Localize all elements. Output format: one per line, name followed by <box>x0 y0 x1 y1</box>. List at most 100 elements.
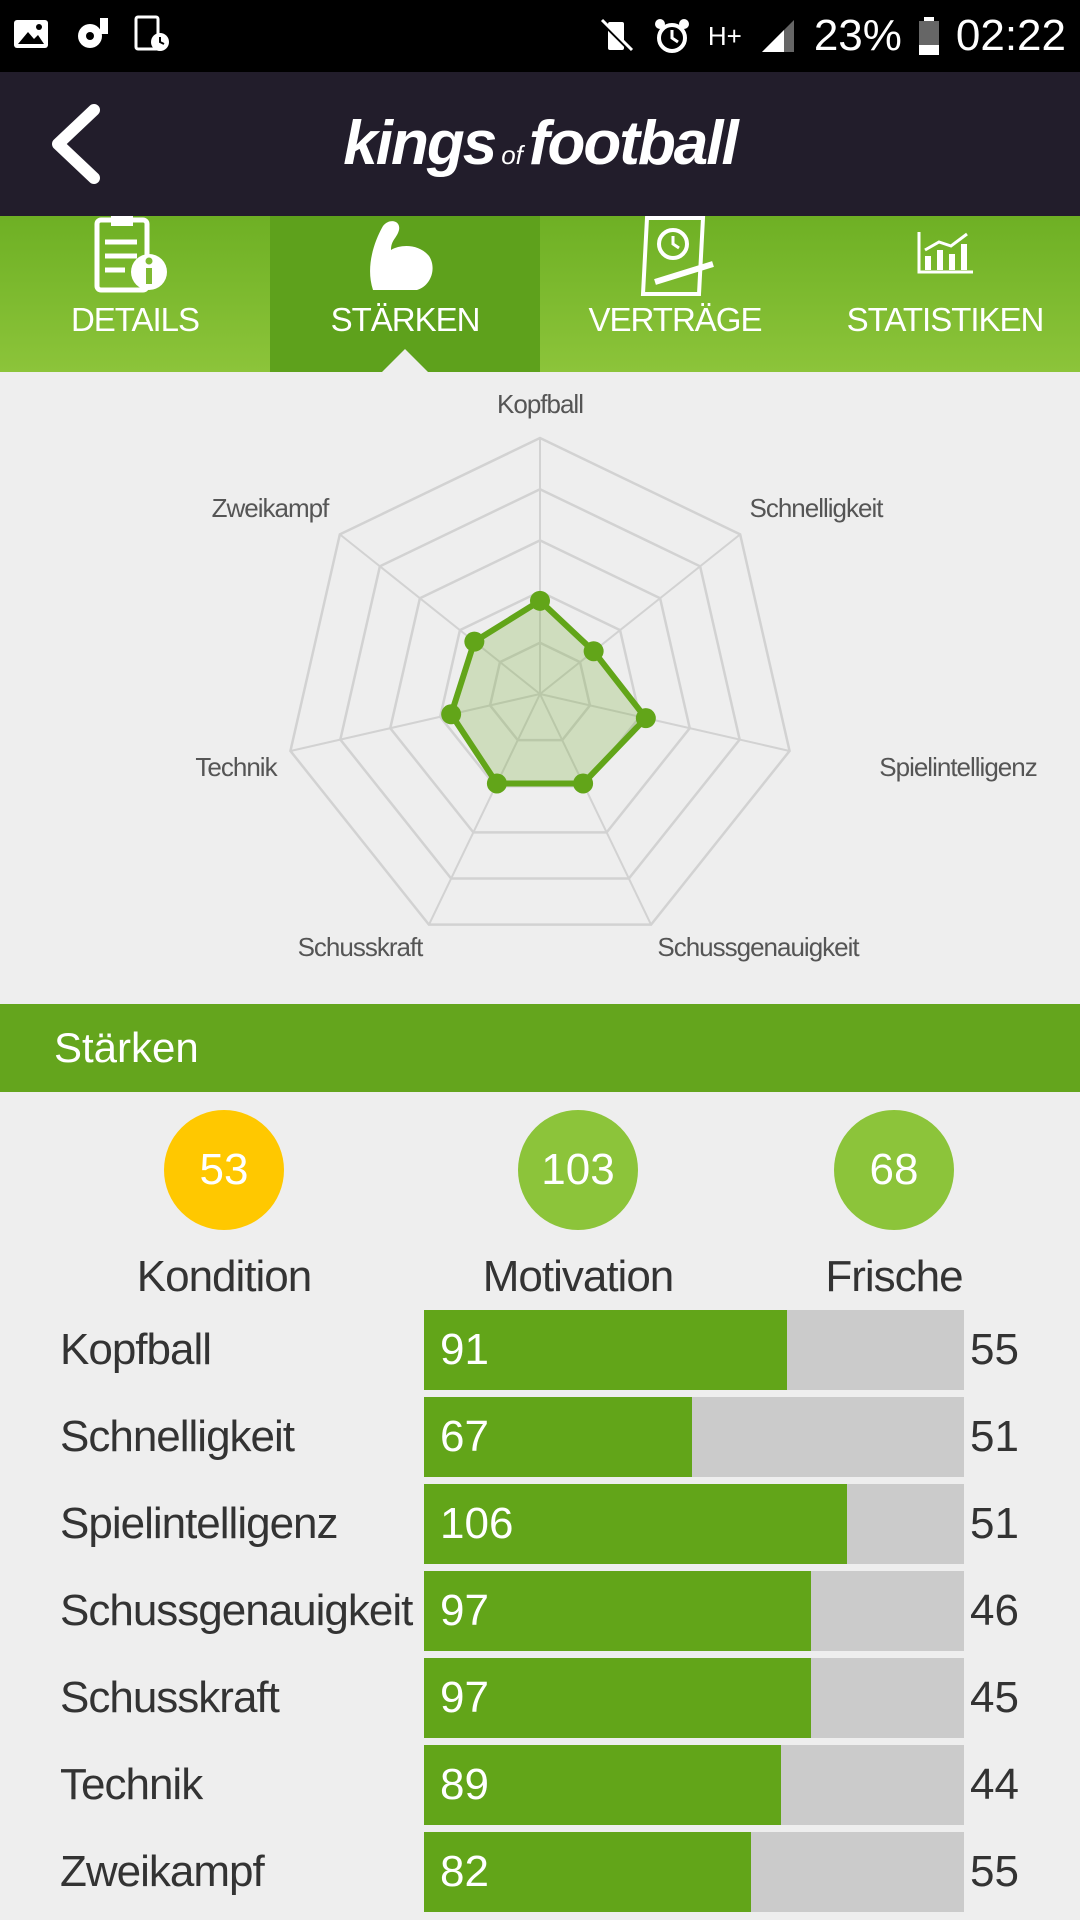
frische-label: Frische <box>825 1252 963 1301</box>
attribute-compare-value: 51 <box>970 1499 1019 1548</box>
logo-football: football <box>528 109 739 178</box>
tab-vertraege[interactable]: VERTRÄGE <box>540 216 810 372</box>
radar-point <box>441 704 462 725</box>
attribute-row: Schussgenauigkeit 97 46 <box>0 1571 1080 1651</box>
radar-label: Schussgenauigkeit <box>657 932 860 962</box>
attribute-name: Schnelligkeit <box>60 1412 295 1461</box>
frische-badge: 68 <box>834 1110 954 1230</box>
radar-grid-ring <box>488 641 592 742</box>
radar-axis <box>428 693 541 926</box>
radar-grid <box>289 436 791 926</box>
attribute-compare-value: 46 <box>970 1586 1019 1635</box>
attribute-value: 82 <box>440 1847 489 1896</box>
attribute-row: Schnelligkeit 67 51 <box>0 1397 1080 1477</box>
section-header-staerken: Stärken <box>0 1004 1080 1092</box>
tab-statistiken[interactable]: STATISTIKEN <box>810 216 1080 372</box>
radar-label: Spielintelligenz <box>879 752 1036 782</box>
radar-point <box>486 773 507 794</box>
attribute-bar-fill <box>424 1397 692 1477</box>
attribute-bar-fill <box>424 1745 781 1825</box>
metric-kondition: 53 Kondition <box>74 1110 374 1302</box>
network-type-label: H+ <box>707 21 742 51</box>
tab-staerken-label: STÄRKEN <box>330 301 481 338</box>
radar-label: Schusskraft <box>298 932 425 962</box>
strength-radar-chart: Kopfball Schnelligkeit Spielintelligenz Sch… <box>195 389 1037 962</box>
radar-grid-ring <box>388 539 692 834</box>
image-icon <box>14 20 48 48</box>
attribute-name: Technik <box>60 1760 203 1809</box>
app-bar: kings offootball <box>0 72 1080 216</box>
attribute-compare-value: 55 <box>970 1325 1019 1374</box>
attribute-value: 91 <box>440 1325 489 1374</box>
radar-point <box>530 590 550 611</box>
radar-label: Technik <box>195 752 278 782</box>
attribute-bar: 67 <box>424 1397 964 1477</box>
attribute-value: 97 <box>440 1673 489 1722</box>
tab-staerken[interactable]: STÄRKEN <box>270 216 540 373</box>
attribute-value: 106 <box>440 1499 514 1548</box>
clock: 02:22 <box>955 11 1066 60</box>
back-arrow-icon[interactable] <box>34 98 126 190</box>
contract-icon <box>640 216 714 296</box>
logo-kings: kings <box>343 109 497 178</box>
attribute-compare-value: 45 <box>970 1673 1019 1722</box>
radar-label: Schnelligkeit <box>750 493 885 523</box>
radar-axis <box>339 533 541 695</box>
attribute-bar-fill <box>424 1310 788 1390</box>
tab-details-label: DETAILS <box>70 301 200 338</box>
tab-details[interactable]: DETAILS <box>0 216 270 372</box>
metric-frische: 68 Frische <box>744 1110 1044 1302</box>
radar-point <box>573 773 594 794</box>
metric-motivation: 103 Motivation <box>428 1110 728 1302</box>
attribute-row: Spielintelligenz 106 51 <box>0 1484 1080 1564</box>
attribute-compare-value: 51 <box>970 1412 1019 1461</box>
logo-of: of <box>501 140 523 170</box>
radar-point <box>464 631 485 652</box>
attribute-bar-fill <box>424 1484 847 1564</box>
attribute-name: Schusskraft <box>60 1673 280 1722</box>
vibrate-mute-icon <box>600 18 633 52</box>
attribute-value: 97 <box>440 1586 489 1635</box>
motivation-label: Motivation <box>482 1252 675 1301</box>
attribute-name: Spielintelligenz <box>60 1499 339 1548</box>
radar-point <box>583 641 604 662</box>
attribute-value: 67 <box>440 1412 489 1461</box>
attribute-row: Schusskraft 97 45 <box>0 1658 1080 1738</box>
signal-icon <box>761 20 794 52</box>
radar-grid-ring <box>289 436 791 926</box>
attribute-bar: 97 <box>424 1658 964 1738</box>
attribute-compare-value: 44 <box>970 1760 1019 1809</box>
attribute-bar: 97 <box>424 1571 964 1651</box>
attribute-compare-value: 55 <box>970 1847 1019 1896</box>
attribute-row: Technik 89 44 <box>0 1745 1080 1825</box>
settings-alert-icon <box>78 18 108 48</box>
battery-icon <box>918 17 939 55</box>
radar-axis <box>539 693 652 926</box>
attribute-bar: 106 <box>424 1484 964 1564</box>
chart-icon <box>917 232 973 274</box>
app-logo: kings offootball <box>0 108 1080 179</box>
active-tab-indicator <box>381 349 429 373</box>
attribute-row: Kopfball 91 55 <box>0 1310 1080 1390</box>
attribute-bar: 91 <box>424 1310 964 1390</box>
attribute-name: Zweikampf <box>60 1847 265 1896</box>
tablet-timer-icon <box>134 15 169 51</box>
radar-axis <box>290 693 541 752</box>
radar-grid-ring <box>338 487 742 880</box>
attribute-row: Zweikampf 82 55 <box>0 1832 1080 1912</box>
radar-area <box>448 597 649 787</box>
attribute-bar-fill <box>424 1832 752 1912</box>
tab-statistiken-label: STATISTIKEN <box>846 301 1045 338</box>
tab-vertraege-label: VERTRÄGE <box>588 301 763 338</box>
radar-points <box>441 590 656 794</box>
radar-labels: Kopfball Schnelligkeit Spielintelligenz Sch… <box>195 389 1037 962</box>
clipboard-info-icon <box>94 216 167 293</box>
attribute-bar: 82 <box>424 1832 964 1912</box>
attribute-value: 89 <box>440 1760 489 1809</box>
flexed-arm-icon <box>370 221 433 290</box>
battery-percent: 23% <box>813 11 902 60</box>
tab-bar: DETAILS STÄRKEN VERTRÄGE STATISTIKEN <box>0 216 1080 373</box>
attribute-bar-fill <box>424 1658 812 1738</box>
radar-axis <box>539 693 790 752</box>
attribute-bar: 89 <box>424 1745 964 1825</box>
